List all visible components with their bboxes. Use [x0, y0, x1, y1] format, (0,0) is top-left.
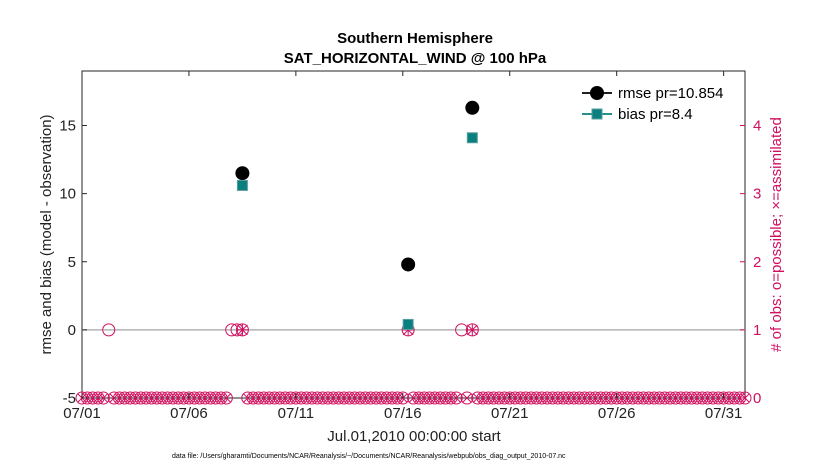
obs-assimilated-marker: [466, 323, 479, 336]
y-left-tick-label: 5: [68, 254, 76, 271]
y-left-tick-label: 10: [59, 186, 76, 203]
rmse-point: [401, 257, 416, 272]
y-right-tick-label: 3: [753, 186, 761, 203]
series-markers: [235, 100, 480, 330]
x-tick-label: 07/16: [384, 405, 422, 422]
bias-point: [402, 318, 414, 330]
obs-assimilated-zero-marker: [99, 393, 108, 403]
x-tick-label: 07/06: [170, 405, 208, 422]
obs-assimilated-marker: [236, 323, 249, 336]
rmse-point: [235, 166, 250, 181]
legend-bias-marker: [591, 108, 603, 120]
y-left-tick-label: 0: [68, 322, 76, 339]
data-file-footnote: data file: /Users/gharamti/Documents/NCA…: [172, 453, 566, 460]
x-axis-ticks: 07/01 07/06 07/11 07/16 07/21 07/26 07/31: [63, 71, 742, 422]
obs-possible-marker: [102, 323, 116, 337]
bias-point: [466, 132, 478, 144]
x-tick-label: 07/26: [598, 405, 636, 422]
x-tick-label: 07/21: [491, 405, 529, 422]
obs-possible-zero-marker: [449, 391, 463, 405]
legend-rmse-marker: [590, 86, 604, 100]
legend: rmse pr=10.854 bias pr=8.4: [582, 85, 723, 123]
obs-assimilated-zero-marker: [462, 393, 472, 403]
chart-subtitle: SAT_HORIZONTAL_WIND @ 100 hPa: [284, 50, 547, 67]
y-right-tick-label: 1: [753, 322, 761, 339]
y-right-tick-label: 0: [753, 390, 761, 407]
obs-possible-zero-marker: [96, 391, 110, 405]
y-left-tick-label: 15: [59, 118, 76, 135]
legend-rmse-label: rmse pr=10.854: [618, 85, 723, 102]
obs-assimilated-zero-marker: [222, 393, 231, 403]
y-right-axis-ticks: 0 1 2 3 4: [740, 118, 761, 407]
x-tick-label: 07/31: [705, 405, 743, 422]
y-right-tick-label: 4: [753, 118, 761, 135]
y-left-axis-label: rmse and bias (model - observation): [38, 114, 55, 354]
x-tick-label: 07/01: [63, 405, 101, 422]
y-right-axis-label: # of obs: o=possible; ×=assimilated: [768, 117, 785, 352]
y-right-tick-label: 2: [753, 254, 761, 271]
obs-possible-zero-marker: [738, 391, 752, 405]
legend-bias-label: bias pr=8.4: [618, 106, 693, 123]
y-left-tick-label: -5: [63, 390, 76, 407]
obs-possible-zero-marker: [396, 391, 410, 405]
y-left-axis-ticks: -5 0 5 10 15: [59, 118, 87, 407]
chart-title: Southern Hemisphere: [337, 30, 493, 47]
obs-assimilated-zero-marker: [451, 393, 461, 403]
x-axis-label: Jul.01,2010 00:00:00 start: [327, 428, 501, 445]
rmse-point: [465, 100, 480, 115]
x-tick-label: 07/11: [278, 405, 314, 422]
obs-possible-zero-marker: [219, 391, 233, 405]
obs-possible-zero-marker: [460, 391, 474, 405]
obs-markers: [75, 323, 752, 405]
bias-point: [236, 179, 248, 191]
